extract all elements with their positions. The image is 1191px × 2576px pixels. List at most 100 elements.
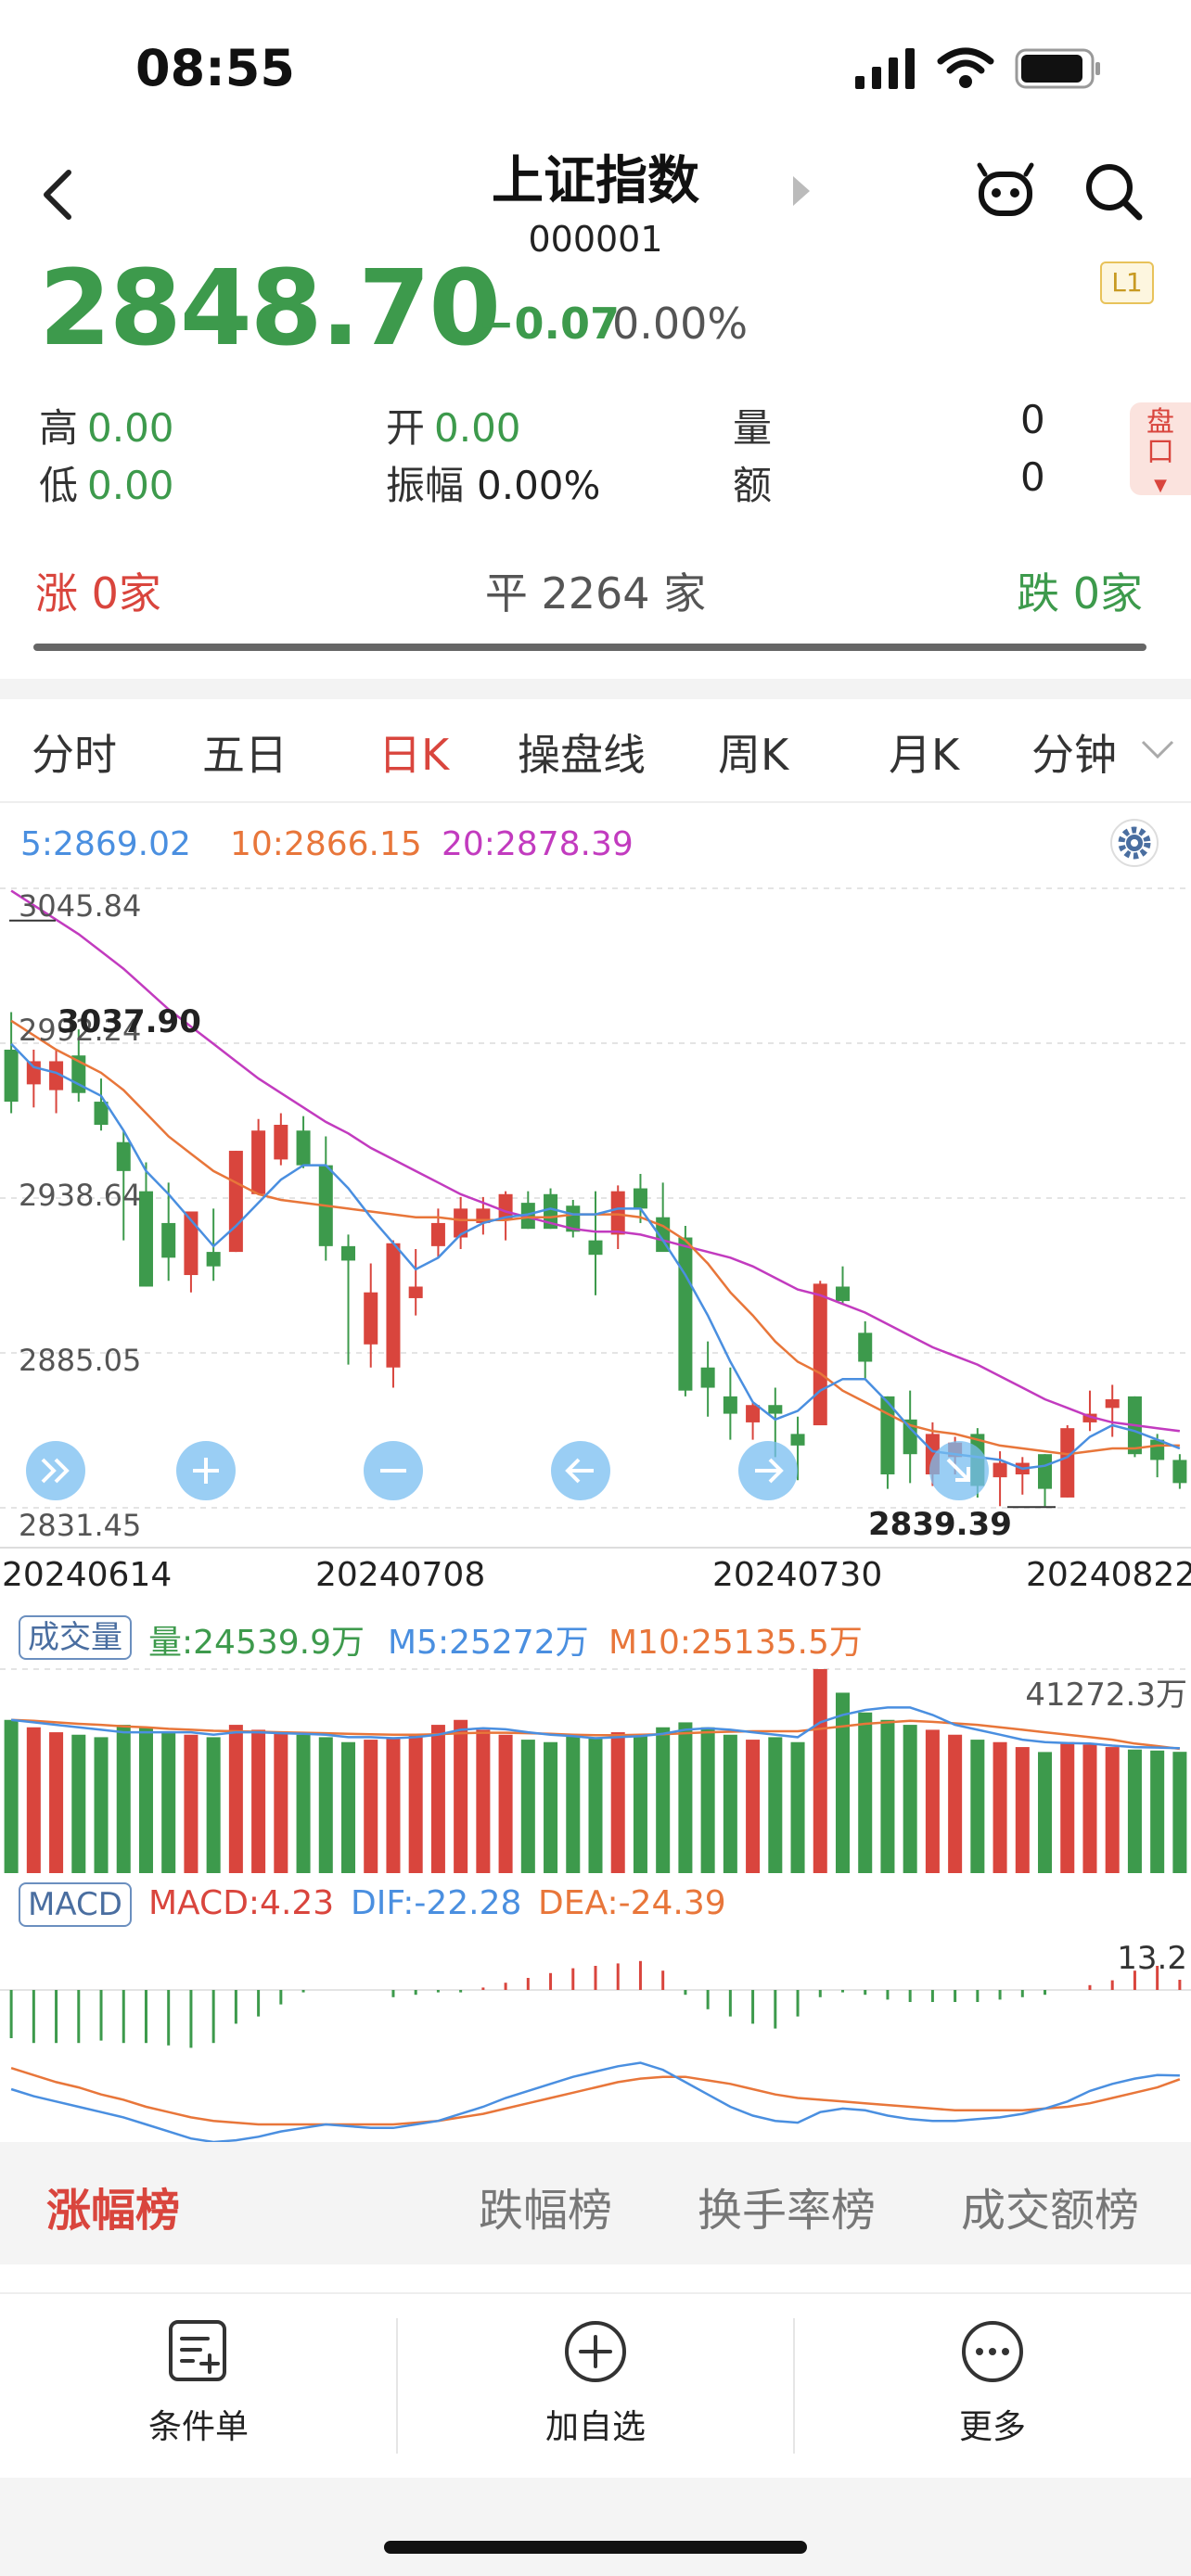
stat-volume-value: 0 (1020, 397, 1045, 442)
candlestick-chart[interactable] (0, 881, 1191, 1549)
price-change-percent: 0.00% (612, 299, 749, 349)
order-book-tab[interactable]: 盘口 ▼ (1130, 402, 1191, 495)
volume-bar (768, 1737, 783, 1873)
zoom-out-button[interactable] (364, 1441, 423, 1500)
status-time: 08:55 (135, 39, 295, 97)
back-icon[interactable] (37, 165, 78, 224)
volume-bar (161, 1732, 176, 1873)
level-badge[interactable]: L1 (1100, 261, 1154, 304)
volume-bar (228, 1725, 243, 1873)
candle-body (903, 1419, 917, 1455)
more-button[interactable]: 更多 (794, 2318, 1191, 2448)
volume-bar (386, 1737, 401, 1873)
candle-body (26, 1061, 41, 1085)
candle-body (296, 1130, 311, 1166)
candle-body (498, 1193, 513, 1220)
tab-turnover-rate[interactable]: 换手率榜 (698, 2185, 877, 2237)
volume-bar (880, 1719, 895, 1873)
arrow-left-icon (565, 1458, 594, 1484)
volume-m5: M5:25272万 (388, 1624, 589, 1662)
volume-bar (1172, 1752, 1187, 1873)
macd-indicator-button[interactable]: MACD (19, 1882, 132, 1927)
stat-open: 开 0.00 (386, 397, 521, 453)
signal-icon (855, 48, 915, 89)
volume-bar (318, 1737, 333, 1873)
candle-body (138, 1191, 153, 1287)
tab-monthly-k[interactable]: 月K (889, 730, 960, 780)
volume-bar (858, 1712, 873, 1873)
wifi-icon (937, 47, 994, 88)
scroll-right-button[interactable] (738, 1441, 798, 1500)
tab-turnover-amount[interactable]: 成交额榜 (961, 2185, 1140, 2237)
tab-top-losers[interactable]: 跌幅榜 (479, 2185, 613, 2237)
price-axis-second: 2992.24 (19, 1013, 142, 1048)
tab-top-gainers[interactable]: 涨幅榜 (46, 2185, 181, 2237)
volume-bar (430, 1725, 445, 1873)
date-axis-label: 20240730 (712, 1556, 883, 1594)
stat-low-label: 低 (39, 463, 79, 508)
stat-amplitude: 振幅 0.00% (386, 454, 600, 511)
zoom-in-button[interactable] (176, 1441, 236, 1500)
reset-view-button[interactable] (929, 1441, 989, 1500)
candle-body (520, 1203, 535, 1230)
volume-bar (340, 1741, 356, 1873)
candle-body (700, 1367, 715, 1388)
volume-bar (296, 1734, 311, 1873)
gear-icon[interactable] (1109, 818, 1159, 868)
candle-body (228, 1151, 243, 1253)
volume-bar (566, 1734, 581, 1873)
volume-bar (476, 1729, 491, 1873)
condition-order-button[interactable]: 条件单 (0, 2318, 397, 2448)
volume-bar (544, 1741, 558, 1873)
candle-body (1082, 1413, 1097, 1422)
volume-m5-line (10, 1706, 1180, 1750)
date-axis-label: 20240708 (315, 1556, 486, 1594)
add-to-watchlist-button[interactable]: 加自选 (397, 2318, 794, 2448)
battery-icon (1015, 48, 1100, 89)
tab-intraday[interactable]: 分时 (32, 730, 117, 780)
volume-indicator-button[interactable]: 成交量 (19, 1615, 132, 1660)
volume-bar (26, 1727, 41, 1873)
minus-icon (380, 1469, 406, 1473)
volume-bar (790, 1741, 805, 1873)
tab-daily-k[interactable]: 日K (378, 730, 450, 780)
candle-body (430, 1222, 445, 1246)
robot-assistant-icon[interactable] (976, 161, 1035, 221)
stat-high-label: 高 (39, 405, 79, 451)
more-label: 更多 (958, 2408, 1026, 2446)
tab-weekly-k[interactable]: 周K (718, 730, 789, 780)
scroll-left-button[interactable] (551, 1441, 610, 1500)
candle-body (544, 1193, 558, 1230)
search-icon[interactable] (1083, 161, 1145, 223)
candle-body (161, 1222, 176, 1258)
tab-minute[interactable]: 分钟 (1031, 730, 1117, 780)
candle-body (633, 1188, 647, 1209)
date-axis-label: 20240614 (2, 1556, 173, 1594)
volume-chart[interactable] (0, 1664, 1191, 1877)
ma20-legend: 20:2878.39 (442, 825, 634, 863)
volume-bar (813, 1669, 827, 1873)
stat-amount-label: 额 (733, 463, 773, 508)
ranking-tabs (0, 2142, 1191, 2264)
tab-trade-line[interactable]: 操盘线 (518, 730, 646, 780)
macd-chart[interactable] (0, 1934, 1191, 2142)
volume-bar (71, 1734, 86, 1873)
volume-bar (970, 1740, 985, 1873)
next-stock-icon[interactable] (793, 176, 810, 206)
candle-body (251, 1130, 266, 1194)
stat-high: 高 0.00 (39, 397, 174, 453)
volume-bar (1127, 1749, 1142, 1873)
volume-bar (746, 1740, 761, 1873)
volume-bar (835, 1692, 851, 1873)
fast-forward-icon (41, 1458, 70, 1484)
stock-code: 000001 (528, 219, 663, 260)
dif-value: DIF:-22.28 (351, 1884, 522, 1922)
condition-order-label: 条件单 (147, 2408, 249, 2446)
home-indicator[interactable] (384, 2541, 807, 2554)
chevron-down-icon[interactable] (1139, 738, 1176, 760)
candle-body (813, 1283, 827, 1426)
tab-five-day[interactable]: 五日 (202, 730, 288, 780)
fast-forward-button[interactable] (26, 1441, 85, 1500)
volume-axis-max: 41272.3万 (1025, 1677, 1187, 1714)
candle-body (340, 1245, 356, 1261)
